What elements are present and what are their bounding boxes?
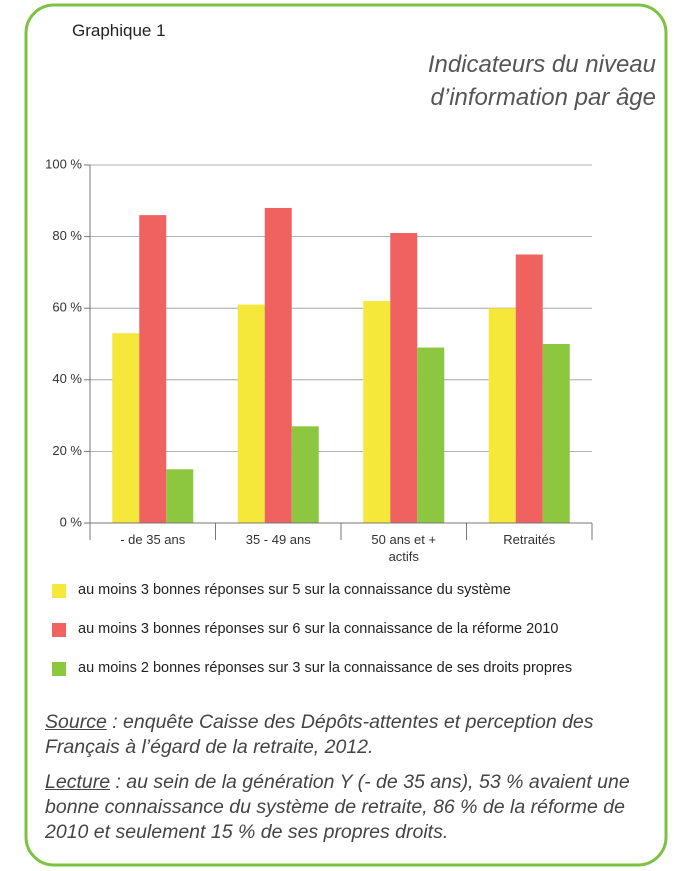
bar xyxy=(417,347,445,523)
x-tick-label: Retraités xyxy=(503,532,556,547)
legend-label: au moins 3 bonnes réponses sur 6 sur la … xyxy=(78,621,559,637)
bar xyxy=(112,333,140,523)
reading-note: Lecture : au sein de la génération Y (- … xyxy=(45,770,655,845)
bar xyxy=(264,207,292,523)
frame xyxy=(24,3,668,867)
legend-swatch xyxy=(52,623,66,637)
source-text: : enquête Caisse des Dépôts-attentes et … xyxy=(45,711,594,758)
bar xyxy=(515,254,543,523)
chart-title: Indicateurs du niveau d’information par … xyxy=(427,51,656,111)
bar xyxy=(166,469,194,523)
legend-swatch xyxy=(52,662,66,676)
reading-label: Lecture xyxy=(45,771,111,793)
legend-label: au moins 2 bonnes réponses sur 3 sur la … xyxy=(78,660,573,676)
y-tick-label: 40 % xyxy=(52,371,82,386)
y-tick-label: 20 % xyxy=(52,443,82,458)
bar xyxy=(542,344,570,523)
x-tick-label: 35 - 49 ans xyxy=(245,532,311,547)
bar xyxy=(390,233,418,523)
y-tick-label: 60 % xyxy=(52,300,82,315)
x-tick-label: - de 35 ans xyxy=(120,532,186,547)
bar xyxy=(488,308,516,523)
reading-text: : au sein de la génération Y (- de 35 an… xyxy=(45,771,630,843)
legend-swatch xyxy=(52,584,66,598)
y-tick-label: 0 % xyxy=(60,514,83,529)
y-tick-label: 80 % xyxy=(52,228,82,243)
legend-label: au moins 3 bonnes réponses sur 5 sur la … xyxy=(78,582,511,598)
bar xyxy=(363,301,391,523)
bar xyxy=(291,426,319,523)
source-label: Source xyxy=(45,711,107,733)
source-note: Source : enquête Caisse des Dépôts-atten… xyxy=(45,710,655,760)
x-tick-label: 50 ans et + actifs xyxy=(371,532,437,564)
bar xyxy=(237,304,265,523)
chart-label: Graphique 1 xyxy=(72,21,166,40)
bar xyxy=(139,215,167,523)
y-tick-label: 100 % xyxy=(45,156,82,171)
